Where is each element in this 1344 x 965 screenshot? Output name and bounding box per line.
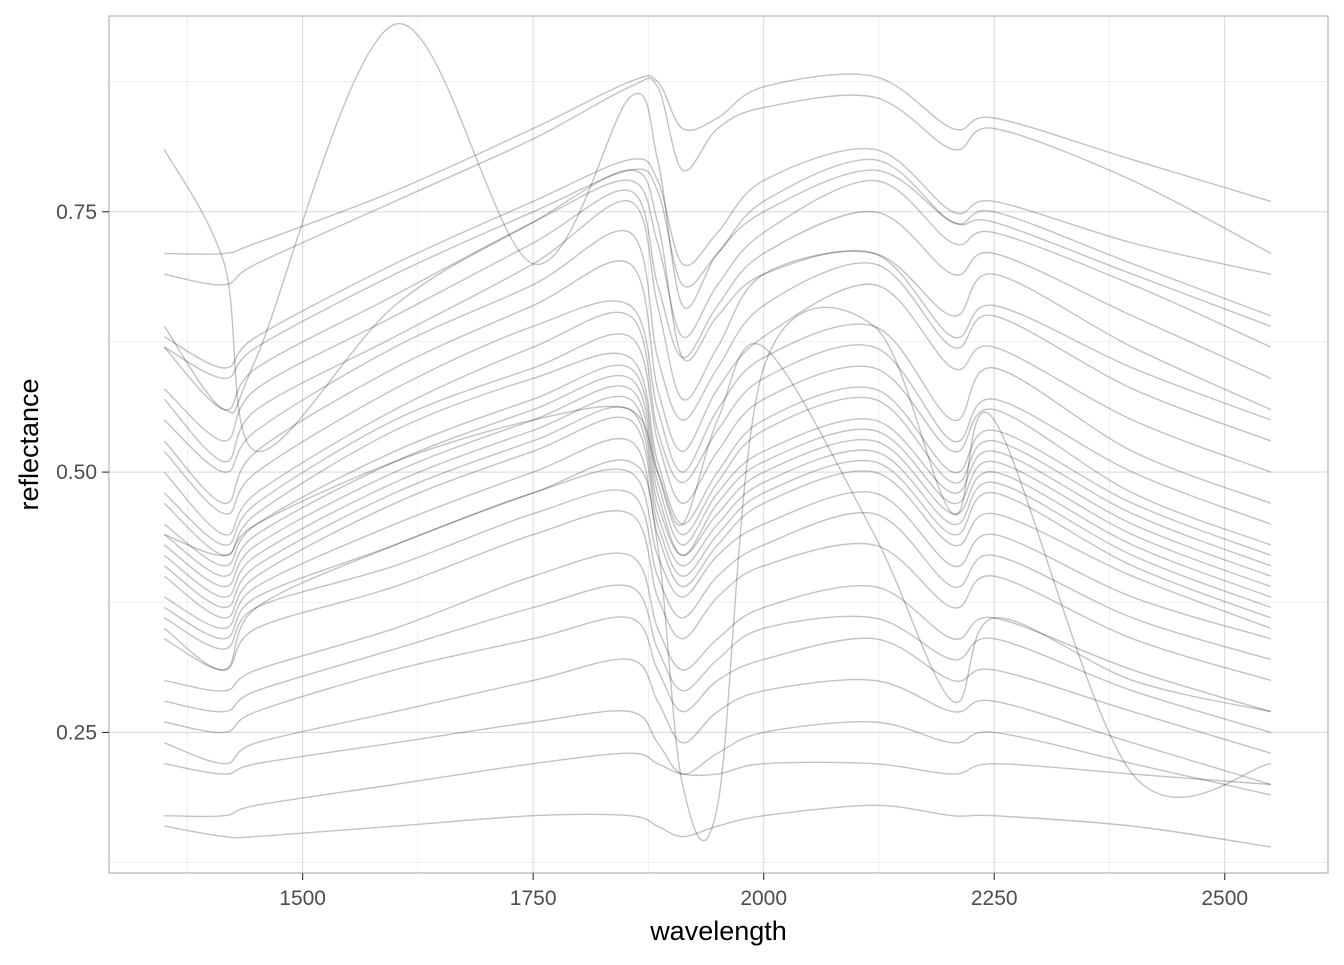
spectrum-line-15 <box>163 374 1272 577</box>
spectrum-line-17 <box>163 395 1272 598</box>
spectrum-line-10 <box>163 300 1272 515</box>
y-axis-title: reflectance <box>14 378 44 510</box>
spectrum-line-28 <box>164 710 1271 796</box>
axis-ticks: 1500 1750 2000 2250 2500 0.25 0.50 0.75 <box>56 201 1248 910</box>
spectrum-line-24 <box>164 552 1272 713</box>
spectrum-line-30 <box>164 804 1271 848</box>
spectrum-line-4 <box>163 158 1272 380</box>
spectrum-line-2 <box>164 77 1272 286</box>
spectrum-line-11 <box>163 311 1272 536</box>
spectrum-line-7 <box>163 200 1272 463</box>
spectrum-line-3 <box>163 147 1271 369</box>
x-tick-label: 2250 <box>971 887 1018 910</box>
minor-grid <box>109 16 1328 873</box>
spectrum-line-5 <box>163 179 1272 411</box>
spectrum-line-26 <box>164 616 1272 754</box>
series-lines <box>163 23 1272 848</box>
spectrum-line-33 <box>163 306 1271 842</box>
spectrum-line-12 <box>163 333 1272 546</box>
spectrum-line-18 <box>163 406 1272 609</box>
x-axis-title: wavelength <box>649 916 787 946</box>
spectrum-line-31 <box>163 23 1272 414</box>
spectrum-line-34 <box>164 343 1271 713</box>
spectrum-line-27 <box>164 658 1272 786</box>
spectrum-line-6 <box>163 189 1272 442</box>
y-tick-label: 0.50 <box>56 461 97 484</box>
spectrum-line-14 <box>163 364 1272 567</box>
spectrum-line-13 <box>163 352 1272 557</box>
spectrum-line-23 <box>163 510 1272 682</box>
x-tick-label: 2000 <box>740 887 787 910</box>
x-tick-label: 2500 <box>1201 887 1248 910</box>
spectrum-line-16 <box>163 385 1272 588</box>
y-tick-label: 0.25 <box>56 721 97 744</box>
x-tick-label: 1750 <box>510 887 557 910</box>
y-tick-label: 0.75 <box>56 201 97 224</box>
spectrum-line-32 <box>163 148 1272 453</box>
panel-border <box>108 15 1329 874</box>
spectrum-line-20 <box>163 437 1272 630</box>
spectrum-line-22 <box>163 489 1272 661</box>
spectrum-line-1 <box>164 73 1272 255</box>
major-grid <box>109 16 1328 873</box>
x-tick-label: 1500 <box>279 887 326 910</box>
spectrum-line-29 <box>164 752 1271 818</box>
spectrum-line-25 <box>164 584 1272 734</box>
spectrum-line-8 <box>163 229 1272 473</box>
spectrum-line-19 <box>163 416 1272 619</box>
spectrum-line-9 <box>163 260 1272 505</box>
spectrum-line-21 <box>163 468 1272 640</box>
